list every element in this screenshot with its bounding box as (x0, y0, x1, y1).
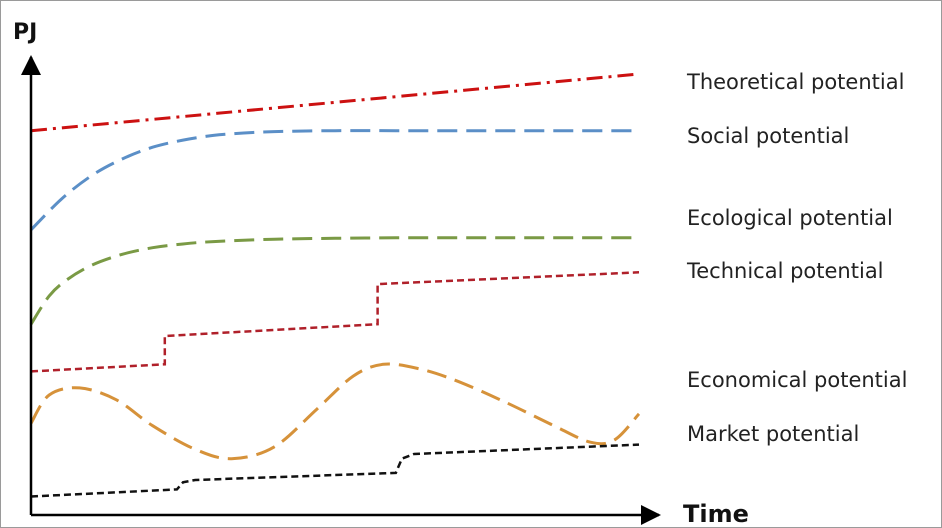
series-line-5 (29, 362, 641, 461)
x-axis-label: Time (683, 500, 749, 527)
series-label-4: Technical potential (686, 259, 884, 283)
series-label-1: Theoretical potential (686, 70, 904, 94)
series-line-2 (29, 129, 639, 231)
series-line-6 (30, 443, 640, 498)
series-label-5: Economical potential (687, 368, 907, 392)
series-label-2: Social potential (687, 124, 849, 148)
series-line-4 (30, 271, 640, 373)
series-line-1 (30, 72, 640, 133)
y-axis-label: PJ (13, 20, 37, 45)
series-label-6: Market potential (687, 422, 859, 446)
series-label-3: Ecological potential (687, 206, 893, 230)
series-line-3 (29, 236, 639, 326)
